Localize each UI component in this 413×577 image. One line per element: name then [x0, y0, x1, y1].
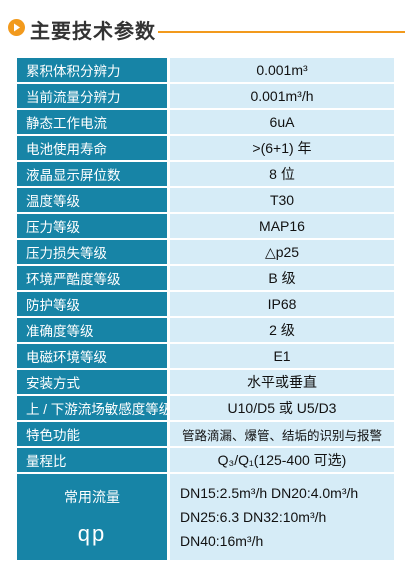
- table-row: 温度等级 T30: [17, 188, 394, 212]
- table-row: 电磁环境等级 E1: [17, 344, 394, 368]
- row-value: 水平或垂直: [170, 370, 394, 394]
- table-row: 防护等级 IP68: [17, 292, 394, 316]
- row-value: B 级: [170, 266, 394, 290]
- row-label: 液晶显示屏位数: [17, 162, 167, 186]
- flow-label: 常用流量: [64, 489, 120, 505]
- row-label: 压力等级: [17, 214, 167, 238]
- table-row: 电池使用寿命 >(6+1) 年: [17, 136, 394, 160]
- row-label: 上 / 下游流场敏感度等级: [17, 396, 167, 420]
- row-label: 电磁环境等级: [17, 344, 167, 368]
- row-value: 管路滴漏、爆管、结垢的识别与报警: [170, 422, 394, 446]
- row-label: 特色功能: [17, 422, 167, 446]
- row-label: 温度等级: [17, 188, 167, 212]
- flow-row: 常用流量 qp DN15:2.5m³/h DN20:4.0m³/h DN25:6…: [17, 474, 394, 560]
- row-value: MAP16: [170, 214, 394, 238]
- header-divider: [158, 31, 405, 33]
- table-row: 上 / 下游流场敏感度等级 U10/D5 或 U5/D3: [17, 396, 394, 420]
- row-value: 2 级: [170, 318, 394, 342]
- flow-value-cell: DN15:2.5m³/h DN20:4.0m³/h DN25:6.3 DN32:…: [170, 474, 394, 560]
- row-label: 环境严酷度等级: [17, 266, 167, 290]
- row-label: 累积体积分辨力: [17, 58, 167, 82]
- row-value: U10/D5 或 U5/D3: [170, 396, 394, 420]
- row-value: 0.001m³: [170, 58, 394, 82]
- table-row: 环境严酷度等级 B 级: [17, 266, 394, 290]
- table-row: 液晶显示屏位数 8 位: [17, 162, 394, 186]
- row-value: T30: [170, 188, 394, 212]
- section-header: 主要技术参数: [8, 12, 405, 46]
- flow-symbol: qp: [77, 521, 107, 546]
- row-label: 安装方式: [17, 370, 167, 394]
- table-row: 累积体积分辨力 0.001m³: [17, 58, 394, 82]
- row-value: 6uA: [170, 110, 394, 134]
- table-row: 量程比 Q₃/Q₁(125-400 可选): [17, 448, 394, 472]
- row-label: 准确度等级: [17, 318, 167, 342]
- section-title: 主要技术参数: [30, 21, 156, 43]
- spec-table: 累积体积分辨力 0.001m³ 当前流量分辨力 0.001m³/h 静态工作电流 6uA 电…: [17, 58, 394, 560]
- row-label: 量程比: [17, 448, 167, 472]
- row-value: 8 位: [170, 162, 394, 186]
- row-label: 当前流量分辨力: [17, 84, 167, 108]
- row-label: 静态工作电流: [17, 110, 167, 134]
- row-value: Q₃/Q₁(125-400 可选): [170, 448, 394, 472]
- table-row: 安装方式 水平或垂直: [17, 370, 394, 394]
- row-label: 压力损失等级: [17, 240, 167, 264]
- row-value: △p25: [170, 240, 394, 264]
- table-row: 压力等级 MAP16: [17, 214, 394, 238]
- row-label: 电池使用寿命: [17, 136, 167, 160]
- table-row: 压力损失等级 △p25: [17, 240, 394, 264]
- play-triangle-icon: [8, 19, 25, 36]
- table-row: 当前流量分辨力 0.001m³/h: [17, 84, 394, 108]
- row-value: 0.001m³/h: [170, 84, 394, 108]
- table-row: 静态工作电流 6uA: [17, 110, 394, 134]
- table-row: 特色功能 管路滴漏、爆管、结垢的识别与报警: [17, 422, 394, 446]
- table-row: 准确度等级 2 级: [17, 318, 394, 342]
- row-value: E1: [170, 344, 394, 368]
- flow-label-cell: 常用流量 qp: [17, 474, 167, 560]
- flow-line: DN15:2.5m³/h DN20:4.0m³/h: [180, 485, 359, 501]
- row-value: >(6+1) 年: [170, 136, 394, 160]
- flow-line: DN25:6.3 DN32:10m³/h: [180, 509, 327, 525]
- flow-line: DN40:16m³/h: [180, 533, 264, 549]
- row-value: IP68: [170, 292, 394, 316]
- row-label: 防护等级: [17, 292, 167, 316]
